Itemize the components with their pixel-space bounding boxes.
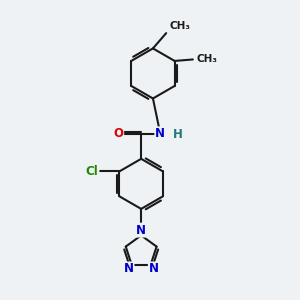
Text: O: O xyxy=(113,127,123,140)
Text: CH₃: CH₃ xyxy=(196,55,218,64)
Text: Cl: Cl xyxy=(86,165,98,178)
Text: N: N xyxy=(124,262,134,275)
Text: N: N xyxy=(149,262,159,275)
Text: CH₃: CH₃ xyxy=(170,21,191,31)
Text: N: N xyxy=(136,224,146,237)
Text: H: H xyxy=(173,128,182,141)
Text: N: N xyxy=(155,127,165,140)
